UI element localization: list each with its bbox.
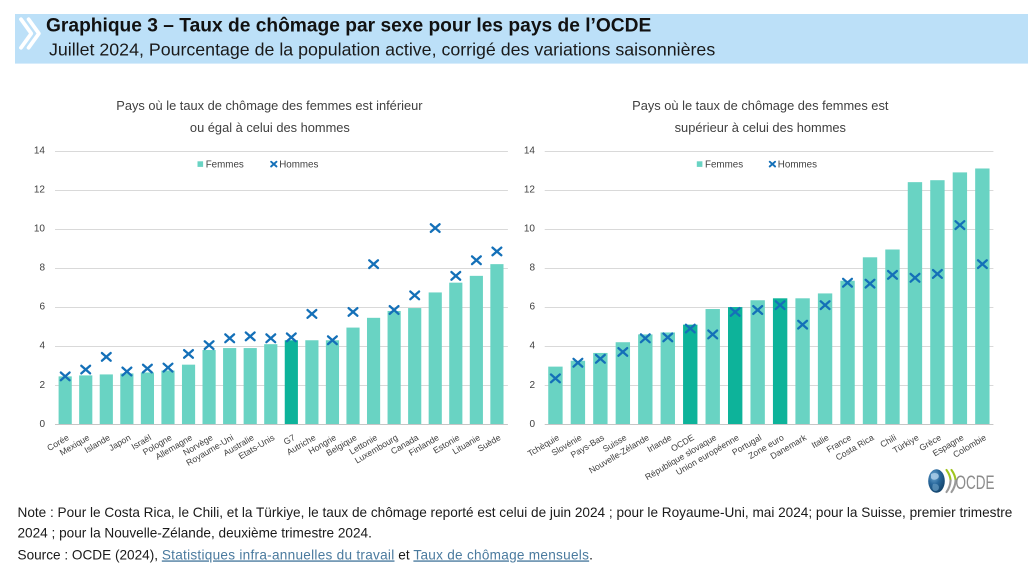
svg-text:8: 8 [39, 263, 45, 274]
svg-text:4: 4 [529, 341, 535, 352]
svg-text:supérieur à celui des hommes: supérieur à celui des hommes [675, 120, 846, 135]
svg-text:12: 12 [34, 185, 46, 196]
svg-text:Irlande: Irlande [645, 432, 673, 454]
svg-text:Femmes: Femmes [206, 160, 244, 171]
svg-text:Pays où le taux de chômage des: Pays où le taux de chômage des femmes es… [632, 98, 889, 113]
svg-text:Source : OCDE (2024), Statisti: Source : OCDE (2024), Statistiques infra… [18, 547, 593, 562]
svg-text:Femmes: Femmes [705, 160, 743, 171]
svg-text:8: 8 [529, 263, 535, 274]
svg-text:Suède: Suède [476, 432, 503, 453]
svg-text:2: 2 [39, 380, 45, 391]
svg-text:0: 0 [529, 419, 535, 430]
svg-text:14: 14 [524, 146, 536, 157]
svg-text:10: 10 [524, 224, 536, 235]
svg-text:OCDE: OCDE [956, 473, 995, 494]
svg-text:Hommes: Hommes [279, 160, 318, 171]
svg-text:Juillet 2024, Pourcentage de l: Juillet 2024, Pourcentage de la populati… [49, 40, 715, 60]
svg-text:Graphique 3 – Taux de chômage: Graphique 3 – Taux de chômage par sexe p… [46, 15, 652, 36]
svg-text:Note : Pour le Costa Rica, le: Note : Pour le Costa Rica, le Chili, et … [18, 505, 1013, 520]
svg-text:14: 14 [34, 146, 46, 157]
svg-text:2: 2 [529, 380, 535, 391]
svg-text:Hommes: Hommes [778, 160, 817, 171]
svg-text:0: 0 [39, 419, 45, 430]
svg-text:6: 6 [529, 302, 535, 313]
svg-text:Pays où le taux de chômage des: Pays où le taux de chômage des femmes es… [116, 98, 423, 113]
svg-text:4: 4 [39, 341, 45, 352]
svg-text:6: 6 [39, 302, 45, 313]
svg-text:12: 12 [524, 185, 536, 196]
svg-text:2024 ; pour la Nouvelle-Zéland: 2024 ; pour la Nouvelle-Zélande, deuxièm… [18, 525, 372, 540]
svg-text:Türkiye: Türkiye [891, 432, 921, 455]
svg-text:ou égal à celui des hommes: ou égal à celui des hommes [190, 120, 350, 135]
svg-text:10: 10 [34, 224, 46, 235]
